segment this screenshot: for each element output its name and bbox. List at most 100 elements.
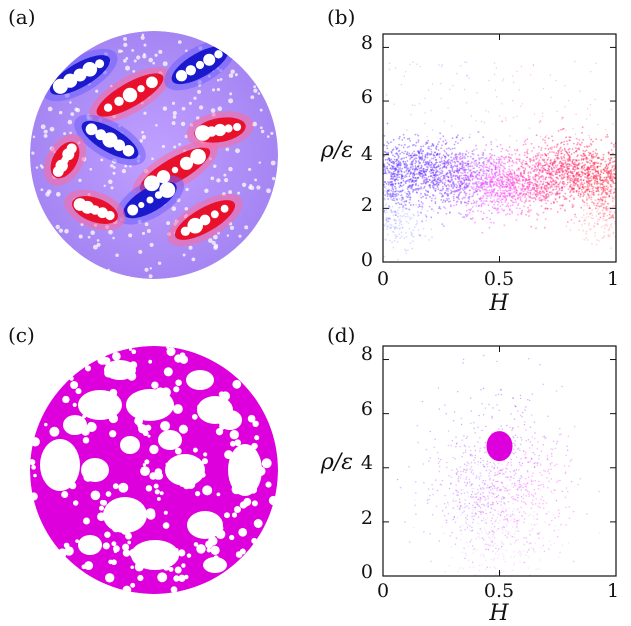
data-point — [564, 162, 567, 165]
data-point — [542, 175, 545, 178]
data-point — [490, 221, 493, 224]
data-point — [504, 117, 507, 119]
data-point — [489, 184, 492, 187]
data-point — [610, 172, 613, 174]
data-point — [397, 212, 400, 215]
hole — [42, 466, 50, 473]
data-point — [443, 155, 446, 158]
data-point — [439, 152, 441, 155]
data-point — [572, 187, 575, 190]
data-point — [420, 196, 423, 199]
data-point — [424, 193, 427, 196]
data-point — [492, 160, 495, 163]
data-point — [411, 160, 414, 163]
data-point — [535, 163, 537, 166]
data-point — [422, 175, 424, 178]
data-point — [520, 175, 522, 178]
data-point — [439, 137, 442, 140]
data-point — [416, 424, 419, 427]
data-point — [603, 196, 606, 199]
data-point — [550, 468, 552, 471]
data-point — [541, 171, 544, 173]
data-point — [400, 185, 403, 188]
data-point — [415, 154, 418, 156]
data-point — [553, 151, 555, 154]
xtick-b-1: 1 — [607, 268, 619, 290]
data-point — [448, 169, 450, 172]
data-point — [419, 173, 421, 175]
data-point — [463, 166, 466, 169]
hole — [179, 156, 194, 170]
data-point — [568, 165, 571, 168]
data-point — [551, 185, 553, 188]
data-point — [546, 181, 549, 184]
data-point — [608, 192, 611, 195]
data-point — [422, 182, 424, 185]
data-point — [425, 160, 427, 163]
data-point — [421, 208, 423, 211]
data-point — [567, 167, 570, 170]
data-point — [570, 194, 573, 197]
hole — [127, 371, 137, 381]
data-point — [586, 146, 589, 149]
data-point — [450, 164, 453, 167]
data-point — [539, 192, 541, 195]
data-point — [476, 184, 479, 186]
data-point — [488, 160, 490, 163]
data-point — [555, 171, 558, 174]
data-point — [508, 160, 511, 163]
dot — [248, 185, 252, 190]
data-point — [447, 194, 449, 197]
data-point — [521, 183, 524, 186]
data-point — [433, 176, 436, 179]
data-point — [388, 159, 391, 161]
data-point — [576, 180, 579, 183]
data-point — [503, 526, 506, 529]
data-point — [453, 183, 455, 186]
data-point — [597, 186, 600, 189]
data-point — [424, 173, 427, 176]
data-point — [550, 166, 553, 169]
data-point — [388, 205, 390, 208]
data-point — [485, 200, 488, 203]
data-point — [418, 203, 421, 206]
data-point — [394, 196, 397, 199]
data-point — [408, 208, 411, 211]
data-point — [520, 414, 522, 417]
data-point — [553, 146, 556, 148]
data-point — [584, 154, 586, 157]
data-point — [476, 193, 479, 196]
data-point — [566, 152, 568, 154]
data-point — [547, 187, 549, 190]
data-point — [465, 153, 467, 156]
data-point — [473, 167, 476, 170]
data-point — [482, 182, 485, 185]
data-point — [568, 517, 571, 520]
data-point — [569, 160, 572, 162]
data-point — [516, 207, 518, 210]
data-point — [501, 181, 504, 184]
data-point — [447, 501, 449, 504]
data-point — [556, 536, 559, 538]
data-point — [401, 215, 403, 218]
data-point — [458, 153, 461, 156]
data-point — [426, 153, 429, 156]
data-point — [431, 179, 434, 182]
data-point — [446, 192, 449, 195]
dot — [172, 115, 177, 119]
hole — [229, 534, 235, 541]
data-point — [536, 189, 539, 192]
data-point — [554, 171, 557, 174]
data-point — [478, 171, 480, 174]
data-point — [503, 171, 505, 173]
data-point — [518, 178, 521, 181]
data-point — [568, 139, 571, 142]
data-point — [544, 188, 547, 191]
data-point — [424, 97, 426, 100]
data-point — [552, 163, 554, 166]
data-point — [498, 115, 501, 117]
data-point — [506, 536, 508, 539]
data-point — [461, 455, 464, 458]
data-point — [397, 193, 400, 196]
data-point — [606, 136, 609, 138]
